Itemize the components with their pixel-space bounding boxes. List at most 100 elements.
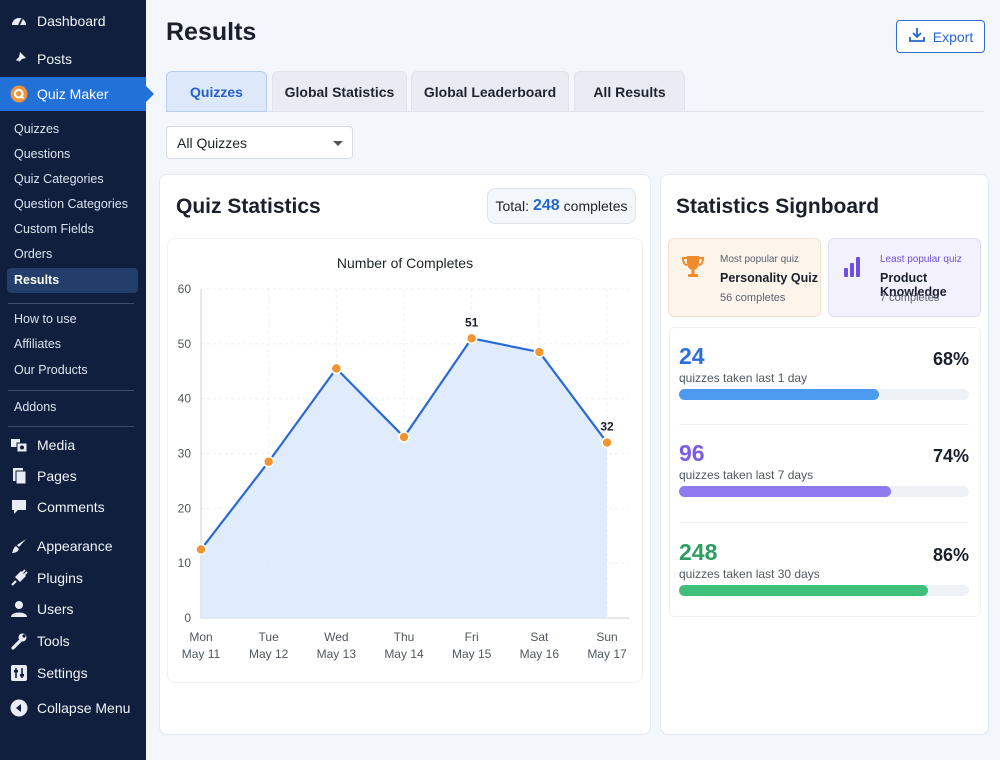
total-completes-badge: Total: 248 completes (487, 188, 636, 224)
caret-down-icon (333, 141, 343, 146)
y-tick-label: 50 (178, 337, 192, 351)
dashboard-icon (10, 12, 28, 30)
quiz-maker-icon (10, 85, 28, 103)
export-label: Export (932, 28, 974, 45)
user-icon (10, 600, 28, 618)
settings-icon (10, 664, 28, 682)
menu-item-appearance[interactable]: Appearance (0, 529, 146, 563)
export-button[interactable]: Export (896, 20, 985, 53)
tab-global-statistics[interactable]: Global Statistics (272, 71, 407, 112)
x-tick-label: Sat (530, 630, 549, 644)
sidebar-divider (8, 390, 134, 391)
comments-icon (10, 498, 28, 516)
menu-label: Quiz Maker (37, 86, 109, 102)
menu-item-pages[interactable]: Pages (0, 459, 146, 493)
submenu-orders[interactable]: Orders (14, 247, 53, 261)
submenu-how-to-use[interactable]: How to use (14, 312, 77, 326)
x-tick-label: Thu (394, 630, 415, 644)
bar-chart-icon (839, 253, 867, 281)
y-tick-label: 30 (178, 447, 192, 461)
submenu-addons[interactable]: Addons (14, 400, 57, 414)
x-tick-date: May 14 (384, 647, 424, 661)
sidebar-divider (8, 426, 134, 427)
stat-value: 96 (679, 440, 705, 466)
x-tick-date: May 15 (452, 647, 492, 661)
most-popular-quiz-card: Most popular quiz Personality Quiz 56 co… (668, 238, 821, 317)
menu-item-settings[interactable]: Settings (0, 656, 146, 690)
menu-label: Pages (37, 468, 77, 484)
data-point (195, 543, 207, 556)
menu-item-media[interactable]: Media (0, 428, 146, 462)
y-tick-label: 10 (178, 556, 192, 570)
submenu-question-categories[interactable]: Question Categories (14, 197, 128, 211)
period-stats-panel (669, 327, 981, 617)
submenu-questions[interactable]: Questions (14, 147, 71, 161)
progress-track (679, 389, 969, 400)
stat-label: quizzes taken last 30 days (679, 567, 820, 581)
menu-item-tools[interactable]: Tools (0, 624, 146, 658)
quiz-filter-value: All Quizzes (177, 134, 248, 151)
data-point (533, 346, 546, 358)
submenu-affiliates[interactable]: Affiliates (14, 337, 62, 351)
menu-label: Dashboard (37, 13, 106, 29)
data-point (465, 332, 478, 345)
wrench-icon (10, 632, 28, 650)
admin-sidebar: Dashboard Posts Quiz Maker Quizzes Quest… (0, 0, 154, 760)
menu-item-posts[interactable]: Posts (0, 42, 146, 76)
progress-fill (679, 486, 891, 497)
tab-all-results[interactable]: All Results (574, 71, 685, 112)
submenu-quiz-categories[interactable]: Quiz Categories (14, 172, 104, 186)
pin-icon (10, 50, 28, 68)
x-tick-date: May 16 (520, 647, 560, 661)
menu-item-plugins[interactable]: Plugins (0, 561, 146, 595)
brush-icon (10, 537, 28, 555)
data-point (601, 436, 613, 449)
menu-label: Collapse Menu (37, 700, 131, 716)
signboard-title: Statistics Signboard (676, 195, 880, 218)
plug-icon (10, 569, 28, 587)
stat-label: quizzes taken last 1 day (679, 371, 808, 385)
most-popular-caption: Most popular quiz (720, 254, 799, 265)
tab-global-leaderboard[interactable]: Global Leaderboard (411, 71, 569, 112)
least-popular-quiz-card: Least popular quiz Product Knowledge 7 c… (828, 238, 981, 317)
quiz-filter-select[interactable]: All Quizzes (166, 126, 353, 159)
menu-label: Media (37, 437, 76, 453)
data-point (262, 455, 275, 468)
x-tick-label: Wed (324, 630, 348, 644)
x-tick-date: May 17 (587, 647, 627, 661)
x-tick-date: May 13 (317, 647, 357, 661)
y-tick-label: 20 (178, 501, 192, 515)
y-tick-label: 0 (184, 611, 191, 625)
x-tick-label: Mon (189, 630, 212, 644)
progress-track (679, 585, 969, 596)
menu-item-quiz-maker[interactable]: Quiz Maker (0, 77, 154, 111)
stats-divider (679, 522, 969, 523)
progress-track (679, 486, 969, 497)
menu-item-dashboard[interactable]: Dashboard (0, 4, 146, 38)
most-popular-count: 56 completes (720, 292, 786, 304)
data-label: 51 (465, 315, 479, 329)
menu-item-comments[interactable]: Comments (0, 490, 146, 524)
menu-label: Users (37, 601, 74, 617)
menu-item-collapse[interactable]: Collapse Menu (0, 691, 146, 725)
y-tick-label: 40 (178, 392, 192, 406)
submenu-our-products[interactable]: Our Products (14, 363, 88, 377)
page-title: Results (166, 18, 257, 46)
menu-label: Posts (37, 51, 73, 67)
stat-percent: 68% (932, 349, 969, 369)
trophy-icon (679, 253, 707, 281)
submenu-results[interactable]: Results (7, 268, 138, 293)
total-value: 248 (532, 197, 560, 214)
tab-quizzes[interactable]: Quizzes (166, 71, 267, 112)
submenu-custom-fields[interactable]: Custom Fields (14, 222, 94, 236)
download-icon (908, 27, 926, 46)
menu-item-users[interactable]: Users (0, 592, 146, 626)
series-area (201, 338, 607, 618)
submenu-quizzes[interactable]: Quizzes (14, 122, 60, 136)
sidebar-divider (8, 303, 134, 304)
total-suffix: completes (563, 198, 628, 214)
quiz-statistics-title: Quiz Statistics (176, 195, 321, 218)
y-tick-label: 60 (178, 282, 192, 296)
menu-label: Plugins (37, 570, 83, 586)
x-tick-date: May 11 (182, 647, 221, 661)
